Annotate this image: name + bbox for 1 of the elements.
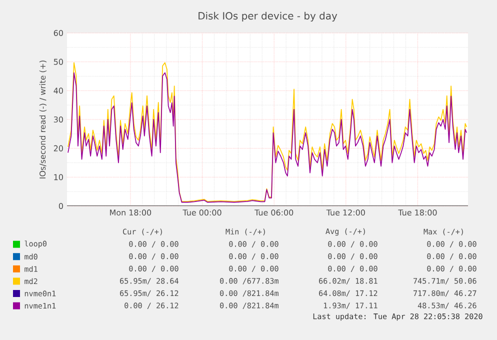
chart-title: Disk IOs per device - by day <box>198 12 338 22</box>
